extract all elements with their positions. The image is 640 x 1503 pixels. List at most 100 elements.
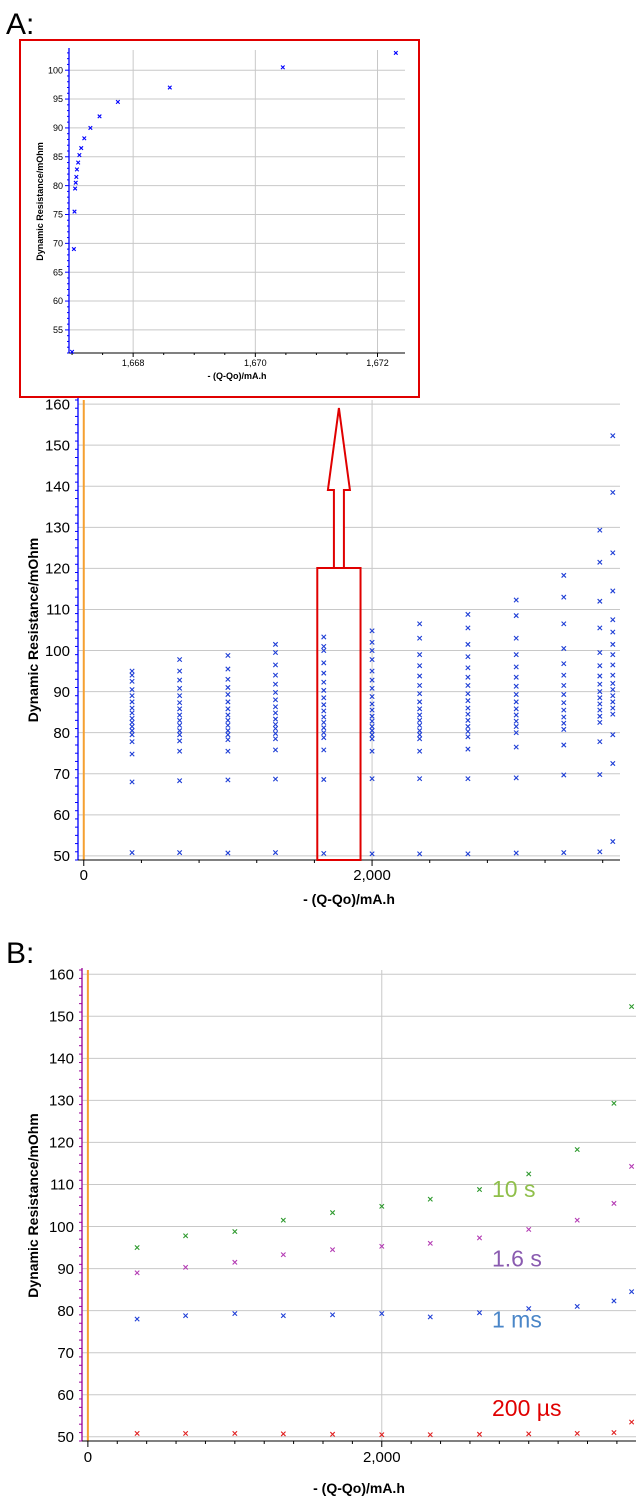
panel-b-point-1 (134, 1270, 140, 1276)
panel-b-point-1 (427, 1240, 433, 1246)
panel-a-point (369, 647, 375, 654)
panel-a-point (513, 718, 519, 724)
panel-b-point-1 (574, 1217, 580, 1223)
panel-a-point (417, 691, 423, 697)
panel-a-point (177, 693, 183, 699)
panel-a-point (465, 698, 471, 704)
panel-a-point (513, 775, 519, 781)
inset-point (97, 114, 102, 119)
panel-a-point (417, 706, 423, 712)
panel-a-point (597, 771, 603, 778)
panel-b-point-0 (476, 1186, 483, 1193)
inset-point (115, 99, 121, 105)
panel-a-point (465, 711, 471, 717)
panel-b-point-0 (183, 1233, 189, 1239)
inset-frame (19, 39, 420, 398)
panel-a-point (610, 550, 616, 556)
panel-b-point-2 (134, 1316, 140, 1322)
panel-a-point (225, 732, 231, 738)
panel-b-y-tick-label: 60 (57, 1387, 74, 1404)
panel-a-point (610, 617, 616, 623)
panel-a-point (129, 699, 135, 705)
panel-b-point-3 (476, 1431, 483, 1437)
panel-a-point (321, 634, 327, 640)
panel-a-point (610, 711, 616, 717)
panel-a-point (610, 680, 616, 686)
panel-b-point-0 (611, 1100, 617, 1106)
panel-a-point (177, 717, 183, 723)
panel-a-point (597, 695, 603, 701)
panel-a-point (129, 850, 135, 856)
panel-b-point-1 (611, 1200, 617, 1206)
zoom-arrow (326, 407, 352, 569)
inset-point (280, 65, 286, 70)
panel-a-point (321, 702, 327, 708)
panel-a-point (129, 723, 135, 730)
panel-b-y-tick-label: 90 (57, 1261, 74, 1278)
panel-a-point (513, 664, 519, 670)
panel-b-point-2 (232, 1310, 238, 1317)
panel-a-point (177, 748, 183, 754)
panel-a-point (225, 712, 231, 718)
panel-a-point (465, 723, 471, 730)
panel-a-point (513, 850, 519, 856)
inset-y-tick-label: 75 (53, 210, 63, 220)
panel-a-point (321, 725, 327, 731)
panel-a-y-tick-label: 160 (45, 396, 70, 413)
panel-a-point (225, 722, 231, 728)
inset-point (74, 174, 79, 180)
panel-a-point (417, 712, 423, 718)
panel-a-point (129, 705, 135, 711)
panel-a-y-tick-label: 140 (45, 479, 70, 496)
panel-a-point (417, 652, 423, 658)
panel-a-point (597, 527, 603, 533)
panel-a-point (417, 673, 423, 679)
inset-x-tick-label: 1,668 (122, 358, 145, 368)
panel-a-point (465, 625, 471, 631)
panel-a-point (610, 705, 616, 711)
panel-a-y-tick-label: 70 (53, 766, 70, 783)
panel-a-point (272, 747, 279, 753)
panel-b-point-2 (329, 1312, 336, 1318)
panel-a-point (321, 719, 327, 725)
panel-a-point (369, 748, 375, 754)
panel-a-point (465, 665, 471, 671)
inset-y-tick-label: 70 (53, 238, 63, 248)
panel-a-point (610, 433, 616, 439)
panel-a-point (513, 613, 519, 619)
panel-a-point (465, 682, 471, 689)
panel-a-point (597, 625, 603, 631)
panel-a-point (597, 739, 603, 745)
panel-a-point (513, 712, 519, 718)
panel-a-point (272, 730, 279, 737)
panel-b-point-2 (611, 1298, 617, 1304)
panel-a-point (513, 730, 519, 736)
panel-a-point (321, 776, 327, 783)
panel-a-point (272, 689, 279, 696)
panel-b-chart: 50 60 70 80 90 100 110 120 130 140 150 160 0 2,000 - (… (25, 966, 636, 1496)
panel-b-point-3 (629, 1419, 635, 1425)
panel-b-x-axis-title: - (Q-Qo)/mA.h (313, 1480, 405, 1496)
panel-b-point-0 (526, 1171, 532, 1177)
panel-a-point (369, 776, 375, 782)
panel-a-y-tick-label: 80 (53, 725, 70, 742)
panel-a-point (272, 650, 279, 656)
panel-b-point-2 (574, 1303, 580, 1310)
panel-b-y-tick-label: 110 (50, 1177, 74, 1194)
panel-a-point (417, 736, 423, 742)
panel-b-point-2 (476, 1310, 483, 1316)
panel-b-point-0 (427, 1196, 433, 1202)
panel-a-point (369, 628, 375, 634)
panel-a-point (369, 851, 375, 857)
panel-a-point (417, 776, 423, 782)
panel-a-point (513, 744, 519, 750)
panel-a-point (465, 641, 471, 647)
panel-a-point (561, 707, 567, 713)
series-annotation: 200 µs (492, 1395, 562, 1421)
panel-a-point (369, 732, 375, 738)
panel-a-point (321, 660, 327, 666)
panel-a-point (561, 682, 567, 689)
panel-a-point (513, 706, 519, 712)
inset-y-tick-label: 60 (53, 296, 63, 306)
panel-a-point (321, 735, 327, 741)
